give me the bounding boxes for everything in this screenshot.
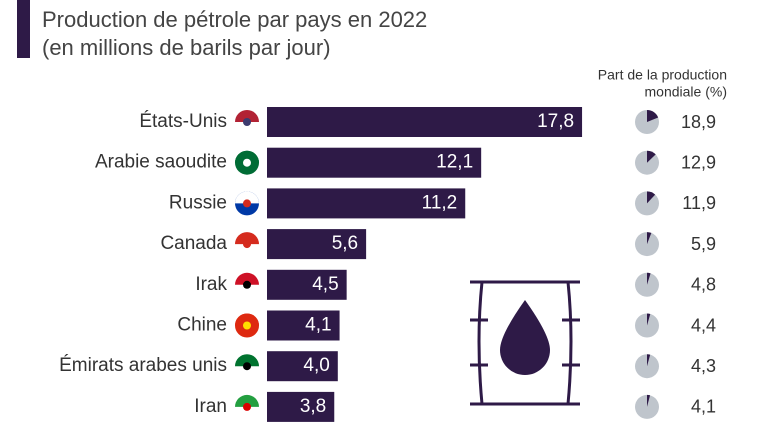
- category-label: Irak: [195, 274, 227, 295]
- flag: [243, 402, 251, 411]
- bar: [267, 269, 347, 300]
- value-label: 12,1: [436, 152, 473, 173]
- value-label: 4,0: [303, 355, 329, 376]
- flag: [235, 272, 259, 285]
- bar: [267, 229, 367, 260]
- category-label: Arabie saoudite: [95, 152, 227, 173]
- bar: [267, 188, 466, 219]
- flag: [235, 313, 259, 326]
- share-pie-slice: [647, 150, 656, 163]
- category-label: Russie: [169, 192, 227, 213]
- share-label: 12,9: [681, 152, 716, 172]
- value-label: 5,6: [332, 233, 358, 254]
- category-label: Émirats arabes unis: [59, 355, 227, 376]
- share-label: 4,8: [691, 275, 716, 295]
- share-label: 11,9: [682, 193, 716, 213]
- share-title: Part de la production: [598, 67, 727, 83]
- share-label: 4,1: [691, 397, 716, 417]
- flag: [243, 158, 251, 167]
- flag: [243, 118, 251, 126]
- bar: [267, 107, 583, 137]
- category-label: États-Unis: [139, 111, 227, 132]
- chart-title: Production de pétrole par pays en 2022: [42, 7, 427, 32]
- flag: [235, 150, 259, 163]
- flag: [235, 394, 259, 407]
- share-pie-slice: [647, 272, 651, 285]
- share-pie-slice: [647, 191, 656, 204]
- category-label: Chine: [177, 315, 227, 336]
- share-label: 5,9: [691, 234, 716, 254]
- flag: [235, 232, 259, 245]
- share-label: 4,4: [691, 315, 716, 335]
- share-label: 18,9: [681, 112, 716, 132]
- flag: [243, 240, 251, 249]
- category-label: Canada: [160, 233, 227, 254]
- flag: [243, 321, 251, 330]
- value-label: 17,8: [537, 111, 574, 132]
- bar: [267, 391, 335, 422]
- chart-subtitle: (en millions de barils par jour): [42, 35, 331, 60]
- value-label: 4,5: [312, 274, 338, 295]
- share-pie-slice: [647, 354, 651, 367]
- barrel-icon: [470, 280, 580, 406]
- flag: [243, 199, 251, 208]
- share-pie-slice: [647, 232, 652, 245]
- share-label: 4,3: [691, 356, 716, 376]
- bar: [267, 351, 338, 382]
- share-title: mondiale (%): [645, 84, 727, 100]
- share-pie-slice: [647, 313, 651, 326]
- bar: [267, 147, 482, 178]
- value-label: 3,8: [300, 396, 326, 417]
- flag: [235, 354, 259, 367]
- share-pie-slice: [647, 110, 659, 122]
- flag: [243, 280, 251, 289]
- bar: [267, 310, 340, 341]
- flag: [235, 110, 259, 122]
- value-label: 11,2: [422, 192, 458, 213]
- flag: [243, 362, 251, 371]
- title-accent: [17, 0, 30, 58]
- category-label: Iran: [194, 396, 227, 417]
- flag: [235, 191, 259, 204]
- share-pie-slice: [647, 394, 651, 407]
- value-label: 4,1: [305, 315, 331, 336]
